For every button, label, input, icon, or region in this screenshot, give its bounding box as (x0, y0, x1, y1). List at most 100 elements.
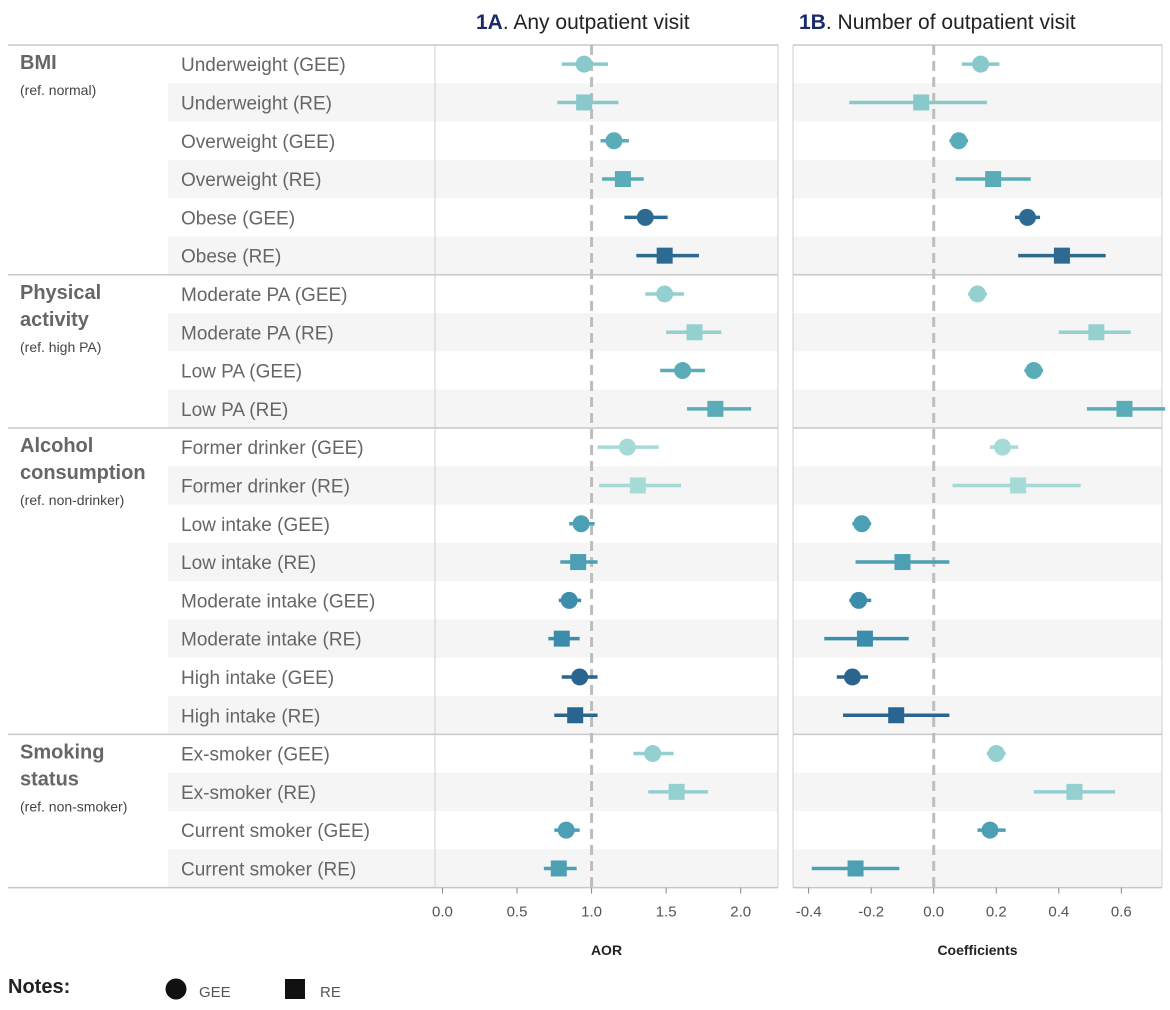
x-tick-label-1B: 0.6 (1111, 904, 1132, 921)
estimate-point-current-smoker-re-1A (550, 860, 567, 877)
estimate-point-low-pa-gee-1B (1025, 362, 1043, 380)
estimate-point-obese-gee-1B (1019, 208, 1037, 226)
panel-title-id: 1A (476, 11, 503, 34)
row-label-low-intake-gee: Low intake (GEE) (181, 515, 330, 536)
data-marks (543, 55, 1166, 877)
row-label-moderate-intake-gee: Moderate intake (GEE) (181, 591, 375, 612)
estimate-point-overweight-re-1B (985, 171, 1002, 188)
row-label-overweight-gee: Overweight (GEE) (181, 132, 335, 153)
estimate-point-high-intake-re-1A (567, 707, 584, 724)
row-label-high-intake-re: High intake (RE) (181, 706, 320, 727)
row-stripe (168, 313, 1162, 352)
estimate-point-current-smoker-re-1B (847, 860, 864, 877)
estimate-point-underweight-gee-1A (575, 55, 593, 73)
estimate-point-ex-smoker-re-1B (1066, 783, 1083, 800)
estimate-point-overweight-gee-1B (950, 132, 968, 150)
group-title-smoking: Smoking (20, 741, 104, 763)
row-label-ex-smoker-re: Ex-smoker (RE) (181, 783, 316, 804)
x-tick-label-1B: 0.0 (923, 904, 944, 921)
estimate-point-moderate-intake-re-1B (856, 630, 873, 647)
group-reference-note: (ref. non-smoker) (20, 798, 127, 814)
estimate-point-ex-smoker-re-1A (668, 783, 685, 800)
legend-square-icon (285, 979, 305, 999)
panel-title-1A: 1A. Any outpatient visit (476, 11, 690, 34)
panel-title-id: 1B (799, 11, 826, 34)
estimate-point-former-drinker-re-1A (629, 477, 646, 494)
estimate-point-former-drinker-re-1B (1010, 477, 1027, 494)
axes: 0.0 0.5 1.0 1.5 2.0 AOR -0.4 -0.2 0.0 0.2 0.4 0.6 Co… (432, 887, 1132, 958)
x-axis-title-1A: AOR (591, 942, 622, 958)
legend-circle-icon (165, 978, 187, 1000)
estimate-point-low-pa-gee-1A (674, 362, 692, 380)
notes-legend: Notes: GEE RE (8, 976, 341, 1001)
estimate-point-moderate-intake-re-1A (553, 630, 570, 647)
group-reference-note: (ref. high PA) (20, 339, 101, 355)
estimate-point-moderate-pa-re-1A (686, 324, 703, 341)
panel-title-text: . Any outpatient visit (503, 11, 690, 34)
panel-title-text: . Number of outpatient visit (826, 11, 1076, 34)
estimate-point-low-intake-gee-1B (853, 515, 871, 533)
row-stripe (168, 619, 1162, 658)
panel-frames (8, 44, 1163, 889)
group-title-status: status (20, 768, 79, 790)
row-stripe (168, 542, 1162, 582)
row-label-current-smoker-gee: Current smoker (GEE) (181, 821, 370, 842)
panel-titles: 1A. Any outpatient visit 1B. Number of ou… (476, 11, 1076, 34)
x-tick-label-1A: 2.0 (730, 904, 751, 921)
estimate-point-underweight-re-1B (913, 94, 930, 111)
group-title-consumption: consumption (20, 462, 146, 484)
row-label-overweight-re: Overweight (RE) (181, 170, 321, 191)
row-label-obese-gee: Obese (GEE) (181, 208, 295, 229)
estimate-point-low-pa-re-1A (707, 400, 724, 417)
row-label-underweight-gee: Underweight (GEE) (181, 55, 346, 76)
estimate-point-moderate-intake-gee-1A (560, 591, 578, 609)
legend-re-label: RE (320, 984, 341, 1001)
row-label-low-pa-re: Low PA (RE) (181, 400, 288, 421)
group-title-alcohol: Alcohol (20, 435, 93, 457)
panel-gap (778, 45, 793, 888)
estimate-point-low-intake-gee-1A (572, 515, 590, 533)
group-title-physical: Physical (20, 282, 101, 304)
estimate-point-current-smoker-gee-1A (557, 821, 575, 839)
estimate-point-obese-re-1B (1053, 247, 1070, 264)
estimate-point-moderate-pa-re-1B (1088, 324, 1105, 341)
estimate-point-obese-gee-1A (636, 208, 654, 226)
row-labels: Underweight (GEE) Underweight (RE) Overwei… (181, 55, 375, 880)
estimate-point-moderate-pa-gee-1B (969, 285, 986, 303)
estimate-point-moderate-pa-gee-1A (656, 285, 674, 303)
x-tick-label-1B: 0.4 (1048, 904, 1069, 921)
estimate-point-low-intake-re-1A (570, 554, 587, 571)
estimate-point-high-intake-gee-1B (843, 668, 861, 686)
row-stripe (168, 696, 1162, 735)
group-headers: BMI (ref. normal) Physical activity (ref. hi… (20, 52, 146, 814)
estimate-point-moderate-intake-gee-1B (850, 591, 868, 609)
x-tick-label-1A: 1.0 (581, 904, 602, 921)
estimate-point-current-smoker-gee-1B (981, 821, 999, 839)
gridlines (590, 45, 936, 888)
x-tick-label-1A: 0.5 (507, 904, 528, 921)
estimate-point-overweight-re-1A (614, 171, 631, 188)
row-label-former-drinker-re: Former drinker (RE) (181, 476, 350, 497)
row-label-low-intake-re: Low intake (RE) (181, 553, 316, 574)
row-stripe (168, 83, 1162, 122)
estimate-point-obese-re-1A (656, 247, 673, 264)
estimate-point-high-intake-re-1B (888, 707, 905, 724)
panel-title-1B: 1B. Number of outpatient visit (799, 11, 1076, 34)
estimate-point-low-intake-re-1B (894, 554, 911, 571)
x-tick-label-1B: -0.4 (796, 904, 822, 921)
row-label-ex-smoker-gee: Ex-smoker (GEE) (181, 745, 330, 766)
x-tick-label-1A: 1.5 (656, 904, 677, 921)
row-label-moderate-pa-re: Moderate PA (RE) (181, 323, 334, 344)
estimate-point-low-pa-re-1B (1116, 400, 1133, 417)
group-title-bmi: BMI (20, 52, 57, 74)
group-reference-note: (ref. normal) (20, 82, 96, 98)
x-tick-label-1B: 0.2 (986, 904, 1007, 921)
row-label-low-pa-gee: Low PA (GEE) (181, 362, 302, 383)
row-label-high-intake-gee: High intake (GEE) (181, 668, 334, 689)
row-label-obese-re: Obese (RE) (181, 247, 281, 268)
estimate-point-former-drinker-gee-1B (994, 438, 1012, 456)
row-stripe (168, 389, 1162, 428)
row-label-moderate-intake-re: Moderate intake (RE) (181, 630, 362, 651)
row-stripe (168, 849, 1162, 888)
